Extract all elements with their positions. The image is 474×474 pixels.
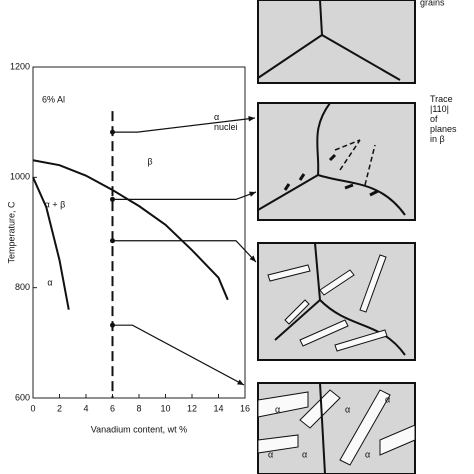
alpha-colonies [257,389,416,466]
arrow [112,117,256,133]
y-tick-label: 600 [15,392,30,402]
nuclei [283,153,379,197]
x-tick-label: 0 [30,403,35,413]
region-label: 6% Al [42,94,65,104]
panel-label: α [365,449,370,459]
grain-boundary [257,102,406,216]
y-tick-label: 1200 [10,61,30,71]
panel-label: α [345,404,350,414]
x-tick-label: 16 [240,403,250,413]
region-label: α [47,277,52,287]
x-tick-label: 8 [136,403,141,413]
grain-boundary [274,242,406,356]
panel-label: α [385,394,390,404]
arrow-head [249,255,256,262]
panel-label: α nuclei [214,112,238,132]
arrow [112,324,245,386]
x-tick-label: 10 [160,403,170,413]
plot-area: 0 2 4 6 8 10 12 14 16 600 800 1000 1200 Vanadium cont… [6,0,457,459]
panel-label: α [302,449,307,459]
phase-boundary [32,176,70,310]
panel [257,102,416,221]
x-tick-label: 12 [187,403,197,413]
arrow-head [249,191,256,197]
panel-label: grains [420,0,445,7]
arrow-head [237,379,244,385]
grain-boundary [257,0,401,81]
panel-label: Trace |110| of planes in β [430,94,457,144]
y-axis-label: Temperature, C [6,201,16,264]
x-axis-label: Vanadium content, wt % [91,424,187,434]
arrow [112,191,257,200]
panel [257,0,416,84]
alpha-plates [267,254,388,352]
panel-label: α [275,404,280,414]
arrow-head [248,116,255,122]
y-tick-label: 800 [15,282,30,292]
region-label: β [147,156,152,166]
x-tick-label: 14 [213,403,223,413]
arrow [112,240,257,263]
grain-boundary [319,382,326,474]
trace [334,139,376,186]
region-label: α + β [45,199,66,209]
phase-boundary [32,159,229,301]
panel-label: α [268,449,273,459]
micrograph-panels [257,0,416,474]
panel [257,242,416,361]
y-tick-label: 1000 [10,172,30,182]
x-tick-label: 6 [110,403,115,413]
x-tick-label: 2 [57,403,62,413]
x-tick-label: 4 [83,403,88,413]
